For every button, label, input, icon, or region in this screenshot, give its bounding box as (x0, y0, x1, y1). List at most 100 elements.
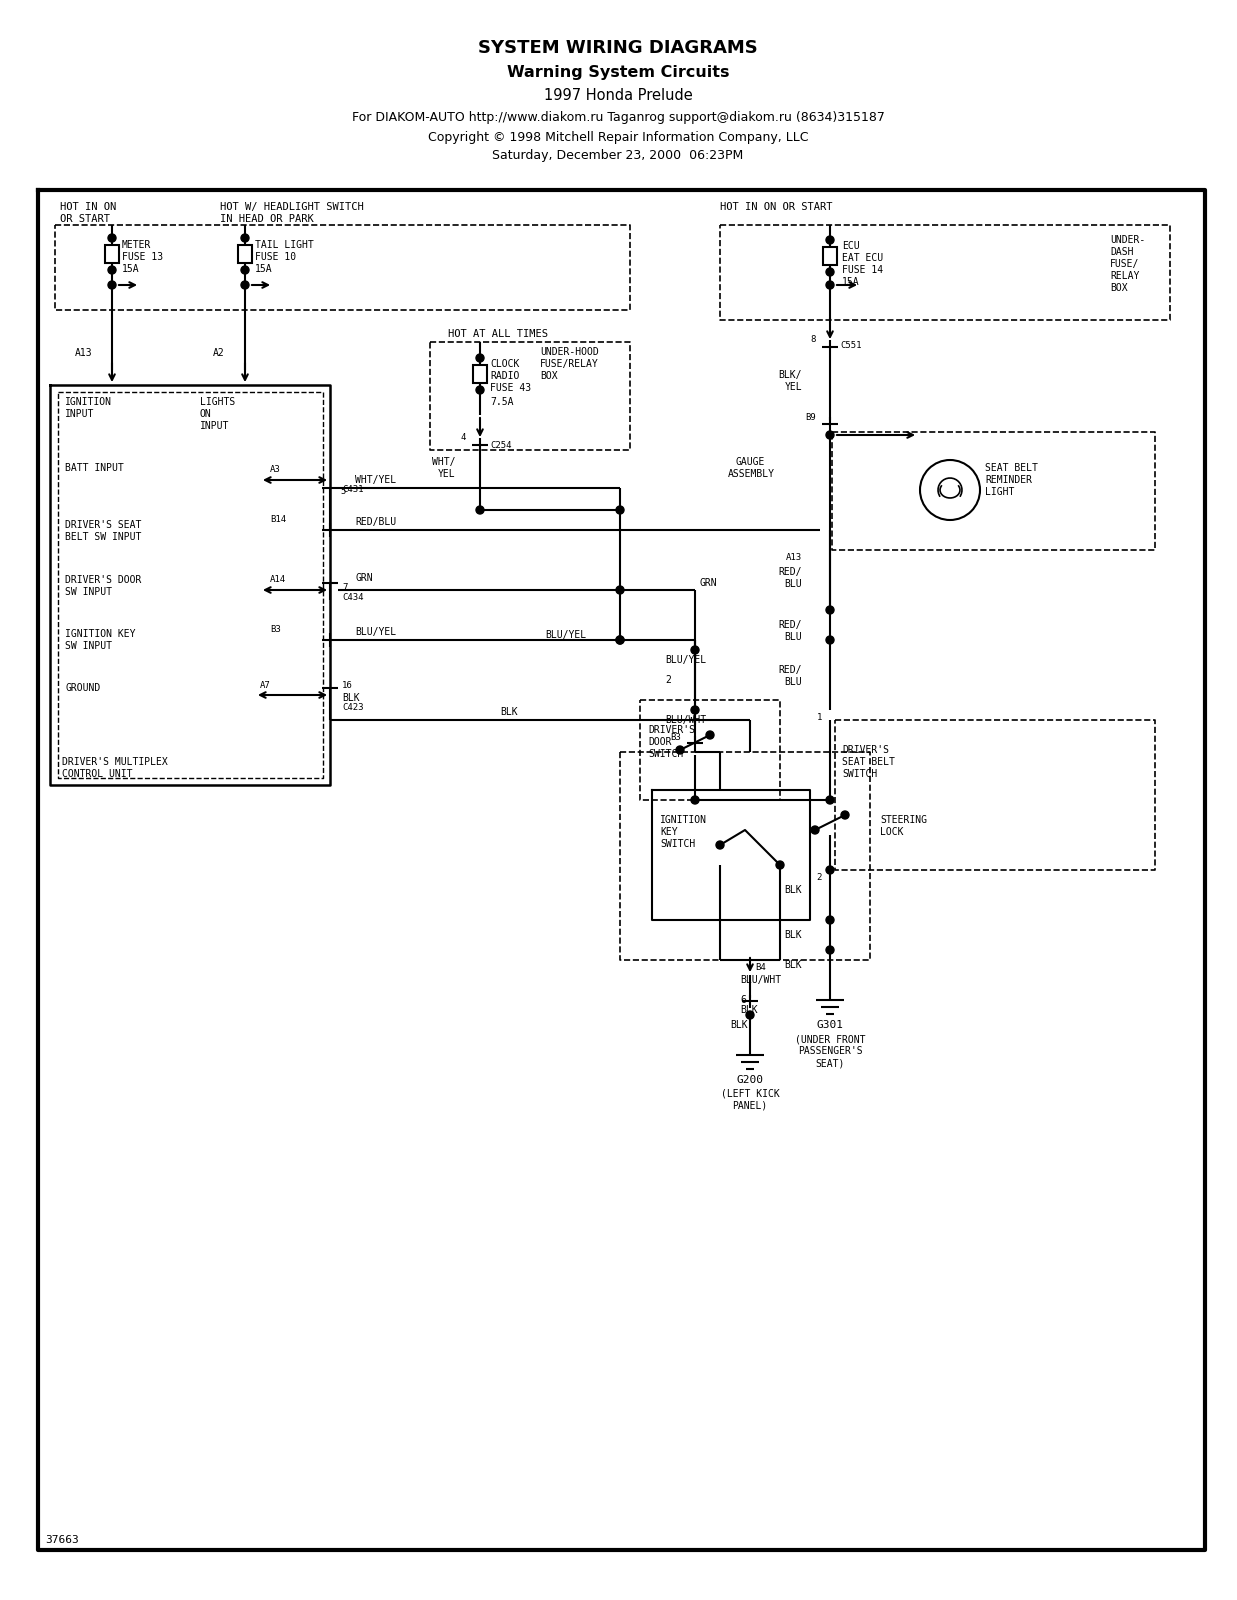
Text: LIGHTS: LIGHTS (200, 397, 235, 406)
Text: CONTROL UNIT: CONTROL UNIT (62, 770, 132, 779)
Circle shape (826, 606, 834, 614)
Circle shape (108, 282, 116, 290)
Text: C254: C254 (490, 440, 512, 450)
Text: WHT/YEL: WHT/YEL (355, 475, 396, 485)
Text: FUSE 14: FUSE 14 (842, 266, 883, 275)
Text: SEAT BELT: SEAT BELT (985, 462, 1038, 474)
Circle shape (826, 635, 834, 643)
Text: BLK: BLK (784, 885, 802, 894)
Text: 37663: 37663 (45, 1534, 79, 1546)
Text: BLU: BLU (784, 579, 802, 589)
Text: BOX: BOX (541, 371, 558, 381)
Text: BATT INPUT: BATT INPUT (66, 462, 124, 474)
Circle shape (616, 506, 623, 514)
Text: FUSE 43: FUSE 43 (490, 382, 531, 394)
Text: SW INPUT: SW INPUT (66, 587, 113, 597)
Text: FUSE/RELAY: FUSE/RELAY (541, 358, 599, 370)
Text: (LEFT KICK: (LEFT KICK (721, 1090, 779, 1099)
Circle shape (476, 354, 484, 362)
Text: G301: G301 (816, 1021, 844, 1030)
Text: Warning System Circuits: Warning System Circuits (507, 66, 730, 80)
Text: 2: 2 (816, 874, 823, 883)
Text: SEAT): SEAT) (815, 1058, 845, 1069)
Text: C434: C434 (341, 594, 364, 603)
Circle shape (476, 386, 484, 394)
Text: BLU/WHT: BLU/WHT (740, 974, 781, 986)
Text: UNDER-HOOD: UNDER-HOOD (541, 347, 599, 357)
Text: A14: A14 (270, 576, 286, 584)
Text: B3: B3 (270, 626, 281, 635)
Text: 4: 4 (460, 432, 466, 442)
Text: FUSE 10: FUSE 10 (255, 251, 296, 262)
Text: BLK: BLK (730, 1021, 747, 1030)
Text: GROUND: GROUND (66, 683, 100, 693)
Text: 5: 5 (340, 488, 345, 496)
Bar (823, 246, 837, 266)
Circle shape (108, 266, 116, 274)
Circle shape (241, 282, 249, 290)
Text: 15A: 15A (842, 277, 860, 286)
Text: HOT IN ON: HOT IN ON (61, 202, 116, 211)
Text: LIGHT: LIGHT (985, 486, 1014, 498)
Bar (473, 365, 487, 382)
Circle shape (811, 826, 819, 834)
Text: C551: C551 (840, 341, 861, 349)
Text: HOT AT ALL TIMES: HOT AT ALL TIMES (448, 330, 548, 339)
Text: GRN: GRN (700, 578, 717, 587)
Text: SEAT BELT: SEAT BELT (842, 757, 894, 766)
Text: SWITCH: SWITCH (648, 749, 683, 758)
Circle shape (616, 635, 623, 643)
Text: YEL: YEL (784, 382, 802, 392)
Circle shape (691, 646, 699, 654)
Text: BLK/: BLK/ (778, 370, 802, 379)
Circle shape (826, 866, 834, 874)
Text: IGNITION: IGNITION (66, 397, 113, 406)
Text: PASSENGER'S: PASSENGER'S (798, 1046, 862, 1056)
Text: HOT W/ HEADLIGHT SWITCH: HOT W/ HEADLIGHT SWITCH (220, 202, 364, 211)
Text: BLK: BLK (784, 930, 802, 939)
Text: IGNITION KEY: IGNITION KEY (66, 629, 136, 638)
Text: 6: 6 (740, 995, 746, 1005)
Text: Copyright © 1998 Mitchell Repair Information Company, LLC: Copyright © 1998 Mitchell Repair Informa… (428, 131, 808, 144)
Circle shape (108, 234, 116, 242)
Text: SW INPUT: SW INPUT (66, 642, 113, 651)
Text: 1: 1 (816, 714, 823, 723)
Text: RED/: RED/ (778, 666, 802, 675)
Text: TAIL LIGHT: TAIL LIGHT (255, 240, 314, 250)
Text: BLU/WHT: BLU/WHT (666, 715, 706, 725)
Text: EAT ECU: EAT ECU (842, 253, 883, 262)
Text: A7: A7 (260, 680, 271, 690)
Text: REMINDER: REMINDER (985, 475, 1032, 485)
Text: LOCK: LOCK (880, 827, 903, 837)
Text: A13: A13 (785, 554, 802, 563)
Text: FUSE 13: FUSE 13 (122, 251, 163, 262)
Circle shape (716, 842, 724, 850)
Circle shape (826, 282, 834, 290)
Text: ECU: ECU (842, 242, 860, 251)
Text: DOOR: DOOR (648, 738, 672, 747)
Text: 7: 7 (341, 582, 348, 592)
Text: WHT/: WHT/ (432, 458, 455, 467)
Text: G200: G200 (736, 1075, 763, 1085)
Text: 15A: 15A (255, 264, 272, 274)
Circle shape (476, 506, 484, 514)
Text: CLOCK: CLOCK (490, 358, 520, 370)
Circle shape (241, 266, 249, 274)
Text: INPUT: INPUT (66, 410, 94, 419)
Text: BLU/YEL: BLU/YEL (666, 654, 706, 666)
Text: BLU/YEL: BLU/YEL (355, 627, 396, 637)
Text: DRIVER'S MULTIPLEX: DRIVER'S MULTIPLEX (62, 757, 168, 766)
Text: SWITCH: SWITCH (661, 838, 695, 850)
Circle shape (691, 795, 699, 803)
Circle shape (706, 731, 714, 739)
Text: BELT SW INPUT: BELT SW INPUT (66, 531, 141, 542)
Text: RED/: RED/ (778, 566, 802, 578)
Text: ASSEMBLY: ASSEMBLY (729, 469, 776, 478)
Circle shape (826, 915, 834, 925)
Circle shape (616, 586, 623, 594)
Text: BLK: BLK (740, 1005, 757, 1014)
Text: BLK: BLK (341, 693, 360, 702)
Text: GAUGE: GAUGE (736, 458, 764, 467)
Text: GRN: GRN (355, 573, 372, 582)
Text: FUSE/: FUSE/ (1110, 259, 1139, 269)
